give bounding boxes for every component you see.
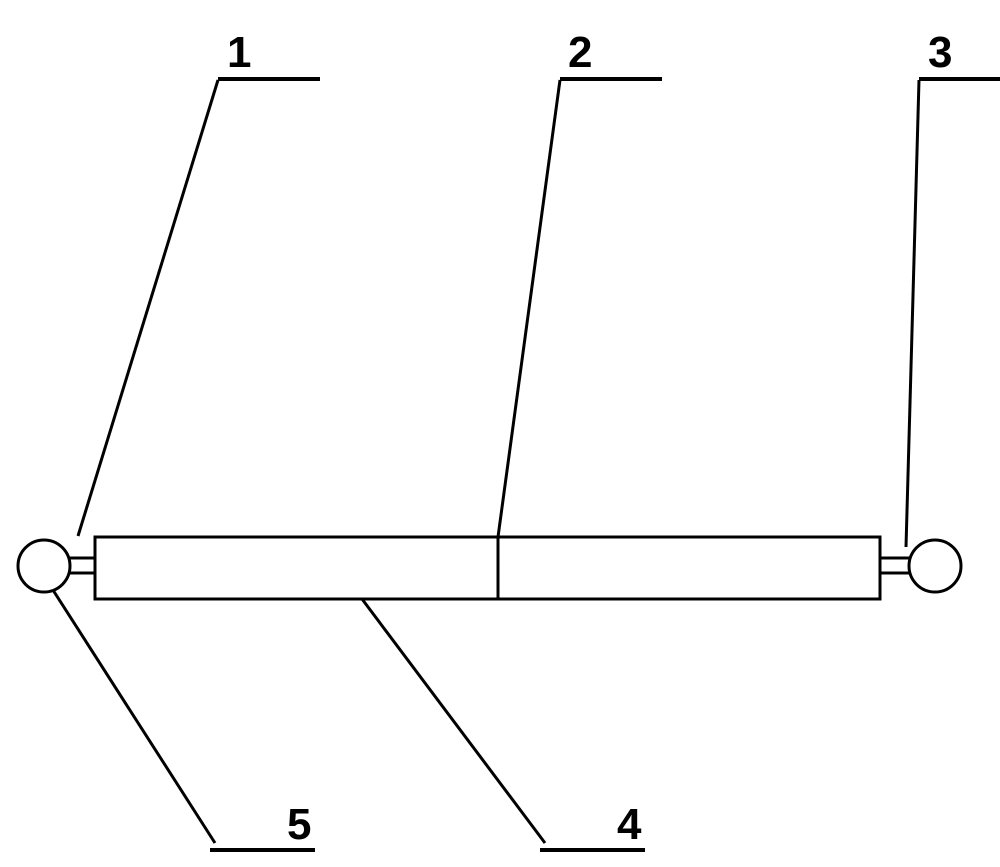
leader-line-5 (44, 576, 215, 843)
callout-label-4: 4 (617, 800, 641, 850)
diagram-svg (0, 0, 1000, 862)
callout-label-5: 5 (287, 800, 311, 850)
leader-line-4 (362, 599, 545, 843)
callout-label-1: 1 (227, 28, 251, 78)
diagram-container: 1 2 3 5 4 (0, 0, 1000, 862)
callout-label-3: 3 (928, 28, 952, 78)
leader-line-1 (78, 80, 218, 536)
leader-line-3 (906, 80, 919, 547)
leader-line-2 (498, 80, 560, 537)
left-ball-joint (18, 540, 70, 592)
main-body-rect (95, 537, 880, 599)
callout-label-2: 2 (568, 28, 592, 78)
right-ball-joint (909, 540, 961, 592)
